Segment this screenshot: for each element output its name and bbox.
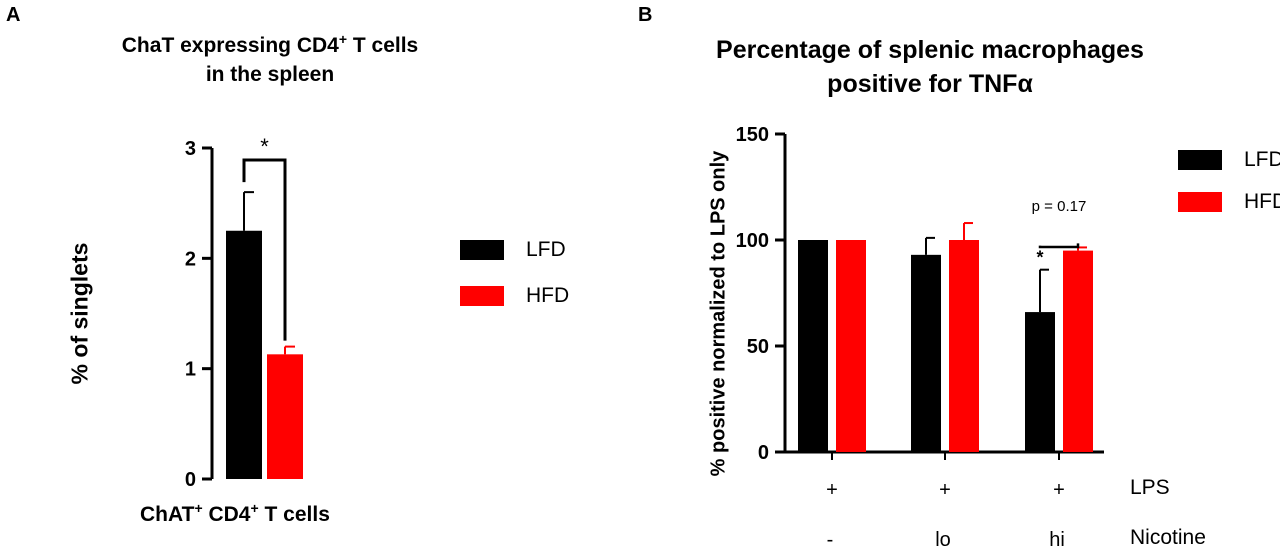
panel-b-bar-lfd — [798, 240, 828, 452]
panel-b-letter: B — [638, 4, 653, 26]
panel-a-y-tick-label: 2 — [185, 248, 196, 270]
lfd-swatch — [1178, 150, 1222, 170]
panel-b-title: Percentage of splenic macrophages positi… — [640, 34, 1220, 102]
panel-a-title-sup: + — [338, 31, 348, 47]
panel-b-bar-hfd — [949, 240, 979, 452]
panel-a-bar-lfd — [226, 230, 262, 479]
panel-a-title: ChaT expressing CD4+ T cells in the sple… — [40, 30, 500, 90]
panel-a-title-line2: in the spleen — [205, 62, 335, 86]
legend-hfd-label: HFD — [526, 284, 570, 307]
panel-b-bar-hfd — [1063, 250, 1093, 452]
panel-a-y-tick-label: 3 — [185, 138, 196, 160]
panel-b-pvalue-bracket — [1038, 243, 1080, 249]
legend-lfd-label: LFD — [526, 238, 566, 261]
panel-b-significance-star: * — [1036, 248, 1043, 268]
lps-value: + — [826, 479, 838, 501]
panel-b-title-line1: Percentage of splenic macrophages — [716, 36, 1144, 64]
panel-a-significance-bracket — [242, 158, 287, 341]
lfd-swatch — [460, 240, 504, 260]
legend-hfd-label: HFD — [1244, 190, 1280, 213]
panel-b-y-tick-label: 150 — [736, 124, 769, 146]
panel-a-xlabel-sup2: + — [250, 500, 259, 516]
lps-row-label: LPS — [1130, 476, 1170, 499]
panel-a-legend-lfd: LFD — [460, 238, 566, 262]
hfd-swatch — [1178, 192, 1222, 212]
panel-a-letter: A — [6, 4, 21, 26]
panel-b-pvalue-label: p = 0.17 — [1032, 198, 1087, 215]
panel-b-y-tick-label: 50 — [747, 336, 769, 358]
panel-a-xlabel-sup1: + — [194, 500, 203, 516]
panel-a-xlabel-p2: CD4 — [202, 503, 251, 526]
panel-b-y-tick-label: 0 — [758, 442, 769, 464]
panel-a-xlabel-p1: ChAT — [140, 503, 195, 526]
panel-a-title-text: ChaT expressing CD4 — [121, 34, 339, 57]
panel-b-title-line2: positive for TNFα — [827, 69, 1033, 98]
panel-b-bar-lfd — [911, 254, 941, 452]
panel-a-bar-hfd — [267, 354, 303, 479]
panel-b-legend-lfd: LFD — [1178, 148, 1280, 172]
panel-a-y-tick-label: 1 — [185, 359, 196, 381]
panel-b-bar-hfd — [836, 240, 866, 452]
panel-b-y-tick-label: 100 — [736, 230, 769, 252]
nicotine-value: lo — [935, 529, 951, 548]
panel-a-title-end: T cells — [347, 34, 419, 57]
panel-a-legend-hfd: HFD — [460, 284, 569, 308]
panel-a-y-tick-label: 0 — [185, 469, 196, 491]
panel-b-legend-hfd: HFD — [1178, 190, 1280, 214]
hfd-swatch — [460, 286, 504, 306]
lps-value: + — [1053, 479, 1065, 501]
panel-a-xlabel: ChAT+ CD4+ T cells — [140, 500, 330, 527]
legend-lfd-label: LFD — [1244, 148, 1280, 171]
nicotine-value: hi — [1049, 529, 1065, 548]
lps-value: + — [939, 479, 951, 501]
nicotine-value: - — [827, 529, 834, 548]
panel-b-bar-lfd — [1025, 312, 1055, 452]
nicotine-row-label: Nicotine — [1130, 526, 1206, 549]
panel-a-xlabel-p3: T cells — [258, 503, 330, 526]
panel-a-significance-star: * — [260, 134, 269, 159]
